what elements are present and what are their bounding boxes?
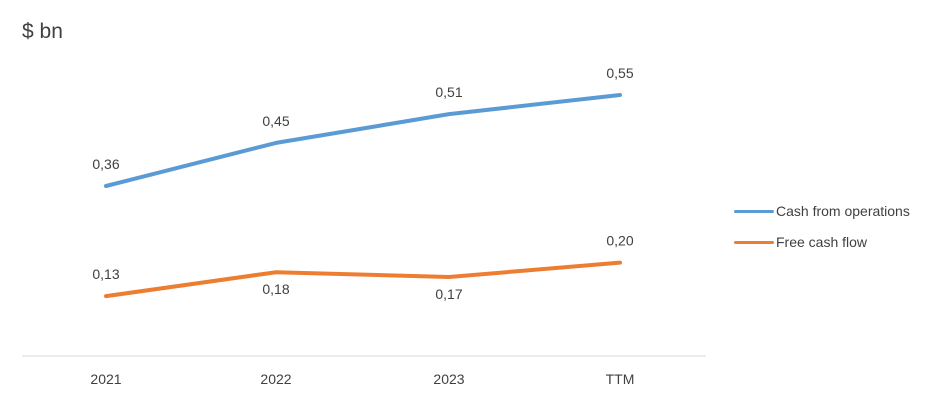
- x-tick-label-2023: 2023: [433, 371, 464, 387]
- x-tick-label-ttm: TTM: [606, 371, 635, 387]
- x-tick-label-2022: 2022: [260, 371, 291, 387]
- data-label-free-cash-flow-3: 0,20: [606, 233, 633, 249]
- legend-label-cash-from-operations: Cash from operations: [776, 203, 910, 219]
- data-label-cash-from-operations-1: 0,45: [262, 113, 289, 129]
- series-line-free-cash-flow: [104, 260, 622, 299]
- legend-swatch-cash-from-operations: [734, 209, 774, 213]
- data-label-cash-from-operations-0: 0,36: [92, 156, 119, 172]
- series-line-cash-from-operations: [104, 93, 622, 188]
- data-label-free-cash-flow-0: 0,13: [92, 266, 119, 282]
- data-label-cash-from-operations-2: 0,51: [435, 84, 462, 100]
- legend-swatch-free-cash-flow: [734, 240, 774, 244]
- data-label-free-cash-flow-2: 0,17: [435, 286, 462, 302]
- x-tick-label-2021: 2021: [90, 371, 121, 387]
- legend-label-free-cash-flow: Free cash flow: [776, 234, 868, 250]
- y-axis-unit-label: $ bn: [22, 20, 63, 43]
- legend: Cash from operations Free cash flow: [734, 200, 910, 262]
- legend-item-free-cash-flow: Free cash flow: [734, 231, 910, 253]
- legend-item-cash-from-operations: Cash from operations: [734, 200, 910, 222]
- data-label-free-cash-flow-1: 0,18: [262, 281, 289, 297]
- data-label-cash-from-operations-3: 0,55: [606, 65, 633, 81]
